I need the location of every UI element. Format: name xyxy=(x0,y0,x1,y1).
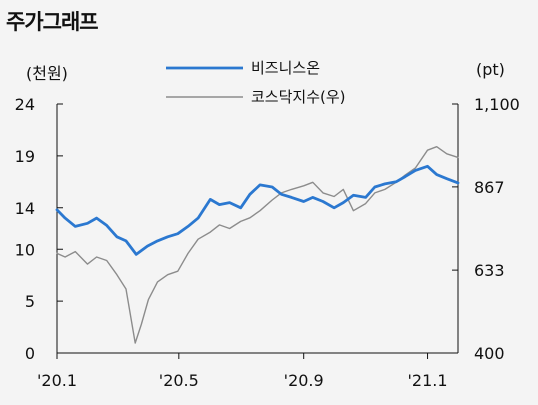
y-left-tick-label: 0 xyxy=(25,344,35,363)
kosdaq-index-line xyxy=(56,145,459,344)
y-left-tick-label: 24 xyxy=(15,95,35,114)
x-tick-label: '20.5 xyxy=(159,371,199,390)
y-left-tick-label: 10 xyxy=(15,240,35,259)
y-left-tick-label: 14 xyxy=(15,199,35,218)
x-tick-label: '21.1 xyxy=(408,371,448,390)
y-right-tick-label: 633 xyxy=(474,261,505,280)
legend-item-kosdaq-label: 코스닥지수(우) xyxy=(251,88,346,106)
y-right-tick-label: 1,100 xyxy=(474,95,520,114)
x-tick-label: '20.9 xyxy=(284,371,324,390)
y-right-tick-label: 867 xyxy=(474,178,505,197)
y-left-tick-label: 19 xyxy=(15,147,35,166)
axes: 0 5 10 14 19 24 400 633 867 1,100 '20.1 '20.5 '20.9 '… xyxy=(15,95,520,390)
x-tick-label: '20.1 xyxy=(37,371,77,390)
series-lines xyxy=(55,145,460,344)
y-right-tick-label: 400 xyxy=(474,344,505,363)
business-on-stock-line xyxy=(55,164,460,256)
page-title: 주가그래프 xyxy=(6,10,99,34)
y-left-tick-label: 5 xyxy=(25,292,35,311)
legend-item-business-on-label: 비즈니스온 xyxy=(251,59,320,77)
y-left-unit: (천원) xyxy=(26,64,68,83)
y-right-unit: (pt) xyxy=(476,60,505,79)
